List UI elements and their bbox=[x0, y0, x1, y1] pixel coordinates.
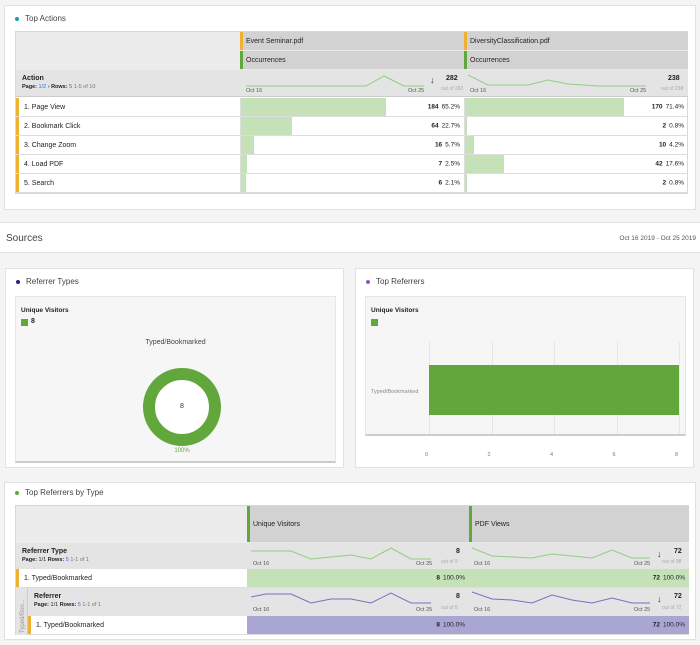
table-row[interactable]: 1. Typed/Bookmarked 8 100.0% 72 100.0% bbox=[28, 616, 689, 635]
sort-down-icon[interactable]: ↓ bbox=[430, 75, 435, 85]
top-actions-panel: Top Actions Event Seminar.pdf Occurrence… bbox=[4, 5, 696, 210]
rows-selector[interactable]: 5 bbox=[69, 84, 73, 90]
sparkline bbox=[472, 591, 650, 604]
donut-percent: 100% bbox=[174, 448, 190, 454]
x-tick-label: 6 bbox=[612, 452, 616, 458]
table-row[interactable]: 3. Change Zoom 16 5.7% 10 4.2% bbox=[16, 136, 688, 155]
table-row[interactable]: 1. Typed/Bookmarked 8 100.0% 72 100.0% bbox=[16, 569, 689, 588]
row-label: 3. Change Zoom bbox=[24, 141, 77, 149]
row-label: 1. Page View bbox=[24, 103, 66, 111]
sparkline bbox=[472, 547, 650, 559]
sort-down-icon[interactable]: ↓ bbox=[657, 549, 662, 559]
dimension-label: Action bbox=[22, 75, 44, 82]
summary-row: Referrer Type Page: 1/1 Rows: 5 1-1 of 1… bbox=[16, 543, 689, 569]
percent-bar bbox=[465, 155, 505, 173]
date-range[interactable]: Oct 16 2019 - Oct 25 2019 bbox=[619, 235, 696, 242]
sparkline bbox=[251, 592, 431, 604]
panel-dot-icon bbox=[15, 16, 19, 21]
percent-bar bbox=[241, 136, 254, 154]
sparkline bbox=[246, 75, 424, 87]
page-selector[interactable]: 1/2 bbox=[38, 84, 47, 90]
percent-bar bbox=[241, 155, 247, 173]
freeform-table: Event Seminar.pdf Occurrences DiversityC… bbox=[15, 31, 688, 194]
table-row[interactable]: 4. Load PDF 7 2.5% 42 17.6% bbox=[16, 155, 688, 174]
donut-center-value: 8 bbox=[180, 403, 184, 410]
panel-title: Referrer Types bbox=[26, 277, 79, 286]
gridline bbox=[679, 342, 680, 434]
section-title: Sources bbox=[6, 233, 43, 244]
metric-cell: 2 0.8% bbox=[464, 117, 688, 135]
metric-cell: 2 0.8% bbox=[464, 174, 688, 192]
row-label: 4. Load PDF bbox=[24, 160, 64, 168]
metric-cell: 170 71.4% bbox=[464, 98, 688, 116]
metric-cell: 42 17.6% bbox=[464, 155, 688, 173]
percent-bar bbox=[241, 174, 246, 192]
percent-bar bbox=[241, 117, 292, 135]
summary-row: Action Page: 1/2 › Rows: 5 1-5 of 10 Oct… bbox=[16, 70, 688, 97]
x-tick-label: 4 bbox=[550, 452, 554, 458]
panel-dot-icon bbox=[366, 279, 370, 284]
rows-selector[interactable]: 5 bbox=[77, 602, 81, 608]
column-header-metric[interactable]: PDF Views bbox=[469, 506, 689, 543]
metric-cell: 16 5.7% bbox=[240, 136, 464, 154]
legend-swatch bbox=[21, 319, 28, 326]
percent-bar bbox=[241, 98, 387, 116]
column-header-file[interactable]: DiversityClassification.pdf bbox=[464, 32, 688, 51]
column-header-metric[interactable]: Occurrences bbox=[464, 51, 688, 70]
percent-bar bbox=[465, 117, 467, 135]
sources-header: Sources Oct 16 2019 - Oct 25 2019 bbox=[0, 222, 700, 253]
column-header-metric[interactable]: Occurrences bbox=[240, 51, 464, 70]
panel-title: Top Referrers by Type bbox=[25, 488, 104, 497]
x-tick-label: 0 bbox=[425, 452, 429, 458]
sparkline bbox=[251, 547, 431, 560]
table-row[interactable]: 1. Page View 184 65.2% 170 71.4% bbox=[16, 98, 688, 117]
bar-chart: Unique Visitors Typed/Bookmarked bbox=[365, 296, 686, 436]
panel-dot-icon bbox=[16, 279, 20, 284]
panel-title: Top Actions bbox=[25, 14, 66, 23]
bar-typed-bookmarked[interactable] bbox=[429, 365, 679, 415]
donut-chart: Unique Visitors 8 Typed/Bookmarked 8 100… bbox=[15, 296, 336, 463]
breakdown-label: Typed/Boo... bbox=[20, 599, 26, 633]
legend-swatch bbox=[371, 319, 378, 326]
metric-cell: 10 4.2% bbox=[464, 136, 688, 154]
percent-bar bbox=[465, 98, 625, 116]
metric-cell: 64 22.7% bbox=[240, 117, 464, 135]
summary-row: Referrer Page: 1/1 Rows: 5 1-1 of 1 Oct … bbox=[28, 588, 689, 616]
page-selector[interactable]: 1/1 bbox=[50, 602, 59, 608]
column-header-file[interactable]: Event Seminar.pdf bbox=[240, 32, 464, 51]
percent-bar bbox=[465, 136, 475, 154]
row-label: 5. Search bbox=[24, 179, 54, 187]
panel-dot-icon bbox=[15, 490, 19, 495]
x-tick-label: 2 bbox=[487, 452, 491, 458]
table-row[interactable]: 2. Bookmark Click 64 22.7% 2 0.8% bbox=[16, 117, 688, 136]
metric-cell: 6 2.1% bbox=[240, 174, 464, 192]
metric-cell: 184 65.2% bbox=[240, 98, 464, 116]
column-header-metric[interactable]: Unique Visitors bbox=[247, 506, 469, 543]
sparkline bbox=[468, 74, 646, 87]
page-selector[interactable]: 1/1 bbox=[38, 557, 47, 563]
panel-title: Top Referrers bbox=[376, 277, 425, 286]
rows-selector[interactable]: 5 bbox=[65, 557, 69, 563]
top-referrers-panel: Top Referrers Unique Visitors Typed/Book… bbox=[355, 268, 694, 468]
sort-down-icon[interactable]: ↓ bbox=[657, 594, 662, 604]
metric-cell: 7 2.5% bbox=[240, 155, 464, 173]
top-referrers-by-type-panel: Top Referrers by Type Unique Visitors PD… bbox=[4, 482, 696, 640]
x-tick-label: 8 bbox=[675, 452, 679, 458]
percent-bar bbox=[465, 174, 467, 192]
table-row[interactable]: 5. Search 6 2.1% 2 0.8% bbox=[16, 174, 688, 193]
freeform-table: Unique Visitors PDF Views Referrer Type … bbox=[15, 505, 689, 635]
bar-category-label: Typed/Bookmarked bbox=[371, 389, 419, 395]
referrer-types-panel: Referrer Types Unique Visitors 8 Typed/B… bbox=[5, 268, 344, 468]
row-label: 2. Bookmark Click bbox=[24, 122, 81, 130]
